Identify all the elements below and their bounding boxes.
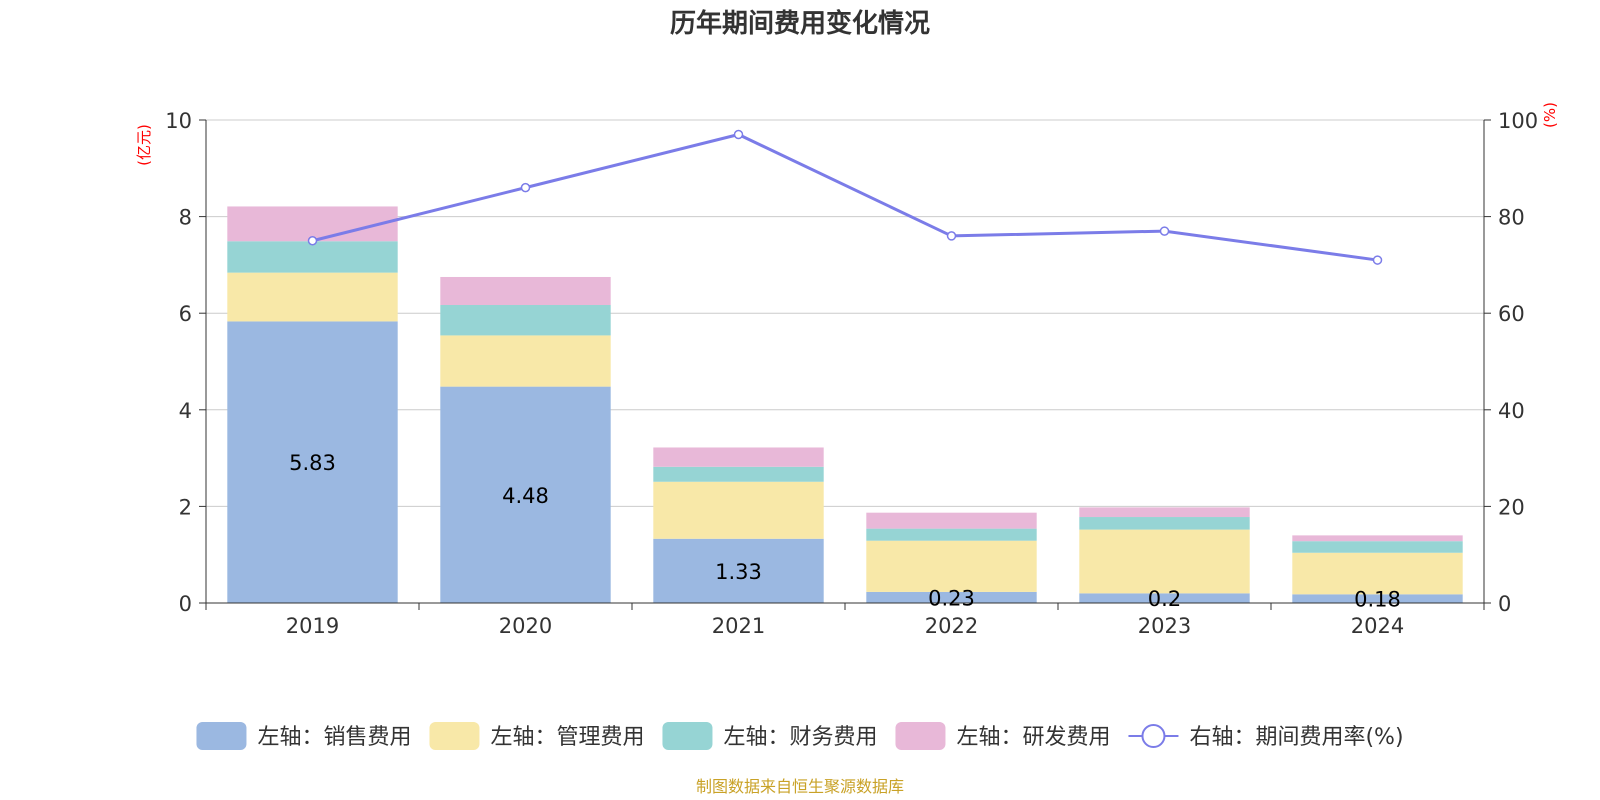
bar-segment [440,335,611,387]
legend-label: 左轴：财务费用 [723,725,877,750]
legend-label: 左轴：管理费用 [490,725,644,750]
left-axis-tick-label: 4 [179,399,192,423]
legend-label: 左轴：研发费用 [956,725,1110,750]
legend: 左轴：销售费用 左轴：管理费用 左轴：财务费用 左轴：研发费用 右轴：期间费用率(%) [196,722,1404,750]
legend-swatch [895,722,946,750]
right-axis-tick-label: 0 [1498,592,1511,616]
legend-swatch [662,722,713,750]
left-axis-tick-label: 10 [165,109,192,133]
source-note: 制图数据来自恒生聚源数据库 [696,777,904,796]
bar-segment [227,241,398,273]
bar-series [227,206,1463,603]
left-axis-unit: (亿元) [135,124,153,166]
bar-segment [1079,507,1250,518]
left-axis-tick-label: 2 [179,495,192,519]
bar-segment [1292,594,1463,603]
bar-segment [440,276,611,305]
chart-title: 历年期间费用变化情况 [670,8,930,39]
line-point [733,129,744,140]
x-axis-tick-label: 2020 [499,614,552,638]
right-axis-tick-label: 80 [1498,206,1525,230]
bar-segment [1079,593,1250,603]
bar-value-label: 1.33 [715,560,762,584]
right-axis-tick-label: 40 [1498,399,1525,423]
data-labels: 5.83 4.48 1.33 0.23 0.2 0.18 [289,451,1401,611]
bar-segment [866,528,1037,541]
left-axis-tick-label: 0 [179,592,192,616]
x-axis-tick-label: 2022 [925,614,978,638]
bar-segment [440,386,611,603]
line-point [1372,255,1383,265]
bar-segment [227,321,398,603]
bar-segment [1292,535,1463,542]
bar-segment [653,481,824,539]
legend-marker [1141,724,1166,748]
bar-value-label: 0.2 [1148,587,1181,611]
x-axis-tick-label: 2021 [712,614,765,638]
line-point [946,231,957,241]
x-axis-tick-label: 2023 [1138,614,1191,638]
bar-segment [440,304,611,336]
bar-segment [227,272,398,322]
bar-segment [653,466,824,482]
bar-value-label: 4.48 [502,484,549,508]
left-axis-tick-label: 8 [179,206,192,230]
bar-segment [1079,517,1250,530]
line-point [520,182,531,193]
bar-segment [1079,529,1250,594]
line-point [1159,226,1170,236]
left-axis-tick-label: 6 [179,302,192,326]
line-point [307,236,318,246]
line-path [312,132,1378,262]
x-axis-tick-label: 2019 [286,614,339,638]
legend-label: 右轴：期间费用率(%) [1189,725,1403,750]
bar-value-label: 0.18 [1354,588,1401,612]
bar-segment [227,206,398,242]
bar-segment [653,447,824,467]
bar-segment [866,540,1037,592]
right-axis-tick-label: 20 [1498,495,1525,519]
right-axis-tick-label: 100 [1498,109,1538,133]
bar-segment [866,512,1037,529]
legend-swatch [196,722,247,750]
gridlines [206,119,1484,507]
right-axis-unit: (%) [1541,102,1559,128]
bar-segment [866,591,1037,603]
legend-swatch [429,722,480,750]
bar-segment [1292,552,1463,595]
bar-segment [653,538,824,603]
bar-segment [1292,541,1463,553]
x-axis-tick-label: 2024 [1351,614,1404,638]
right-axis-tick-label: 60 [1498,302,1525,326]
legend-label: 左轴：销售费用 [257,725,411,750]
line-series [307,129,1383,265]
bar-value-label: 5.83 [289,451,336,475]
bar-value-label: 0.23 [928,586,975,610]
